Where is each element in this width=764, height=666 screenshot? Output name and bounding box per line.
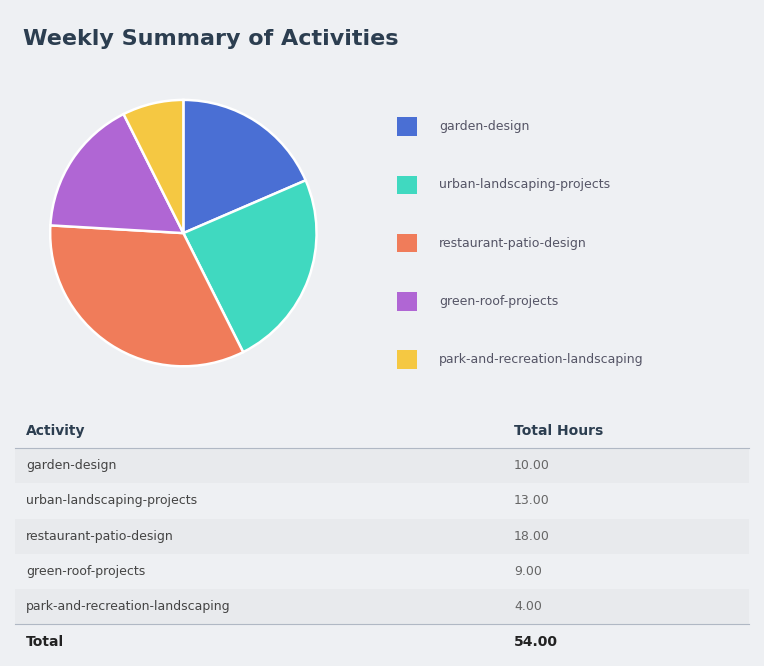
Text: 9.00: 9.00	[514, 565, 542, 578]
Text: garden-design: garden-design	[26, 460, 117, 472]
Text: urban-landscaping-projects: urban-landscaping-projects	[26, 494, 197, 507]
Text: 13.00: 13.00	[514, 494, 550, 507]
Text: Total: Total	[26, 635, 64, 649]
Text: green-roof-projects: green-roof-projects	[439, 295, 558, 308]
Text: urban-landscaping-projects: urban-landscaping-projects	[439, 178, 610, 191]
Text: green-roof-projects: green-roof-projects	[26, 565, 145, 578]
Wedge shape	[50, 225, 243, 366]
Text: 18.00: 18.00	[514, 529, 550, 543]
Bar	[15, 589, 749, 624]
FancyBboxPatch shape	[397, 176, 417, 194]
Text: restaurant-patio-design: restaurant-patio-design	[26, 529, 174, 543]
FancyBboxPatch shape	[397, 234, 417, 252]
Text: 4.00: 4.00	[514, 600, 542, 613]
Text: 54.00: 54.00	[514, 635, 558, 649]
Text: park-and-recreation-landscaping: park-and-recreation-landscaping	[439, 353, 643, 366]
Wedge shape	[124, 100, 183, 233]
Wedge shape	[183, 100, 306, 233]
Text: Weekly Summary of Activities: Weekly Summary of Activities	[23, 29, 398, 49]
FancyBboxPatch shape	[397, 292, 417, 310]
Text: garden-design: garden-design	[439, 120, 529, 133]
Text: restaurant-patio-design: restaurant-patio-design	[439, 236, 587, 250]
FancyBboxPatch shape	[397, 117, 417, 136]
FancyBboxPatch shape	[397, 350, 417, 369]
Wedge shape	[50, 114, 183, 233]
Bar	[15, 448, 749, 484]
Text: Total Hours: Total Hours	[514, 424, 604, 438]
Bar	[15, 519, 749, 553]
Wedge shape	[183, 180, 316, 352]
Text: Activity: Activity	[26, 424, 86, 438]
Text: park-and-recreation-landscaping: park-and-recreation-landscaping	[26, 600, 231, 613]
Text: 10.00: 10.00	[514, 460, 550, 472]
